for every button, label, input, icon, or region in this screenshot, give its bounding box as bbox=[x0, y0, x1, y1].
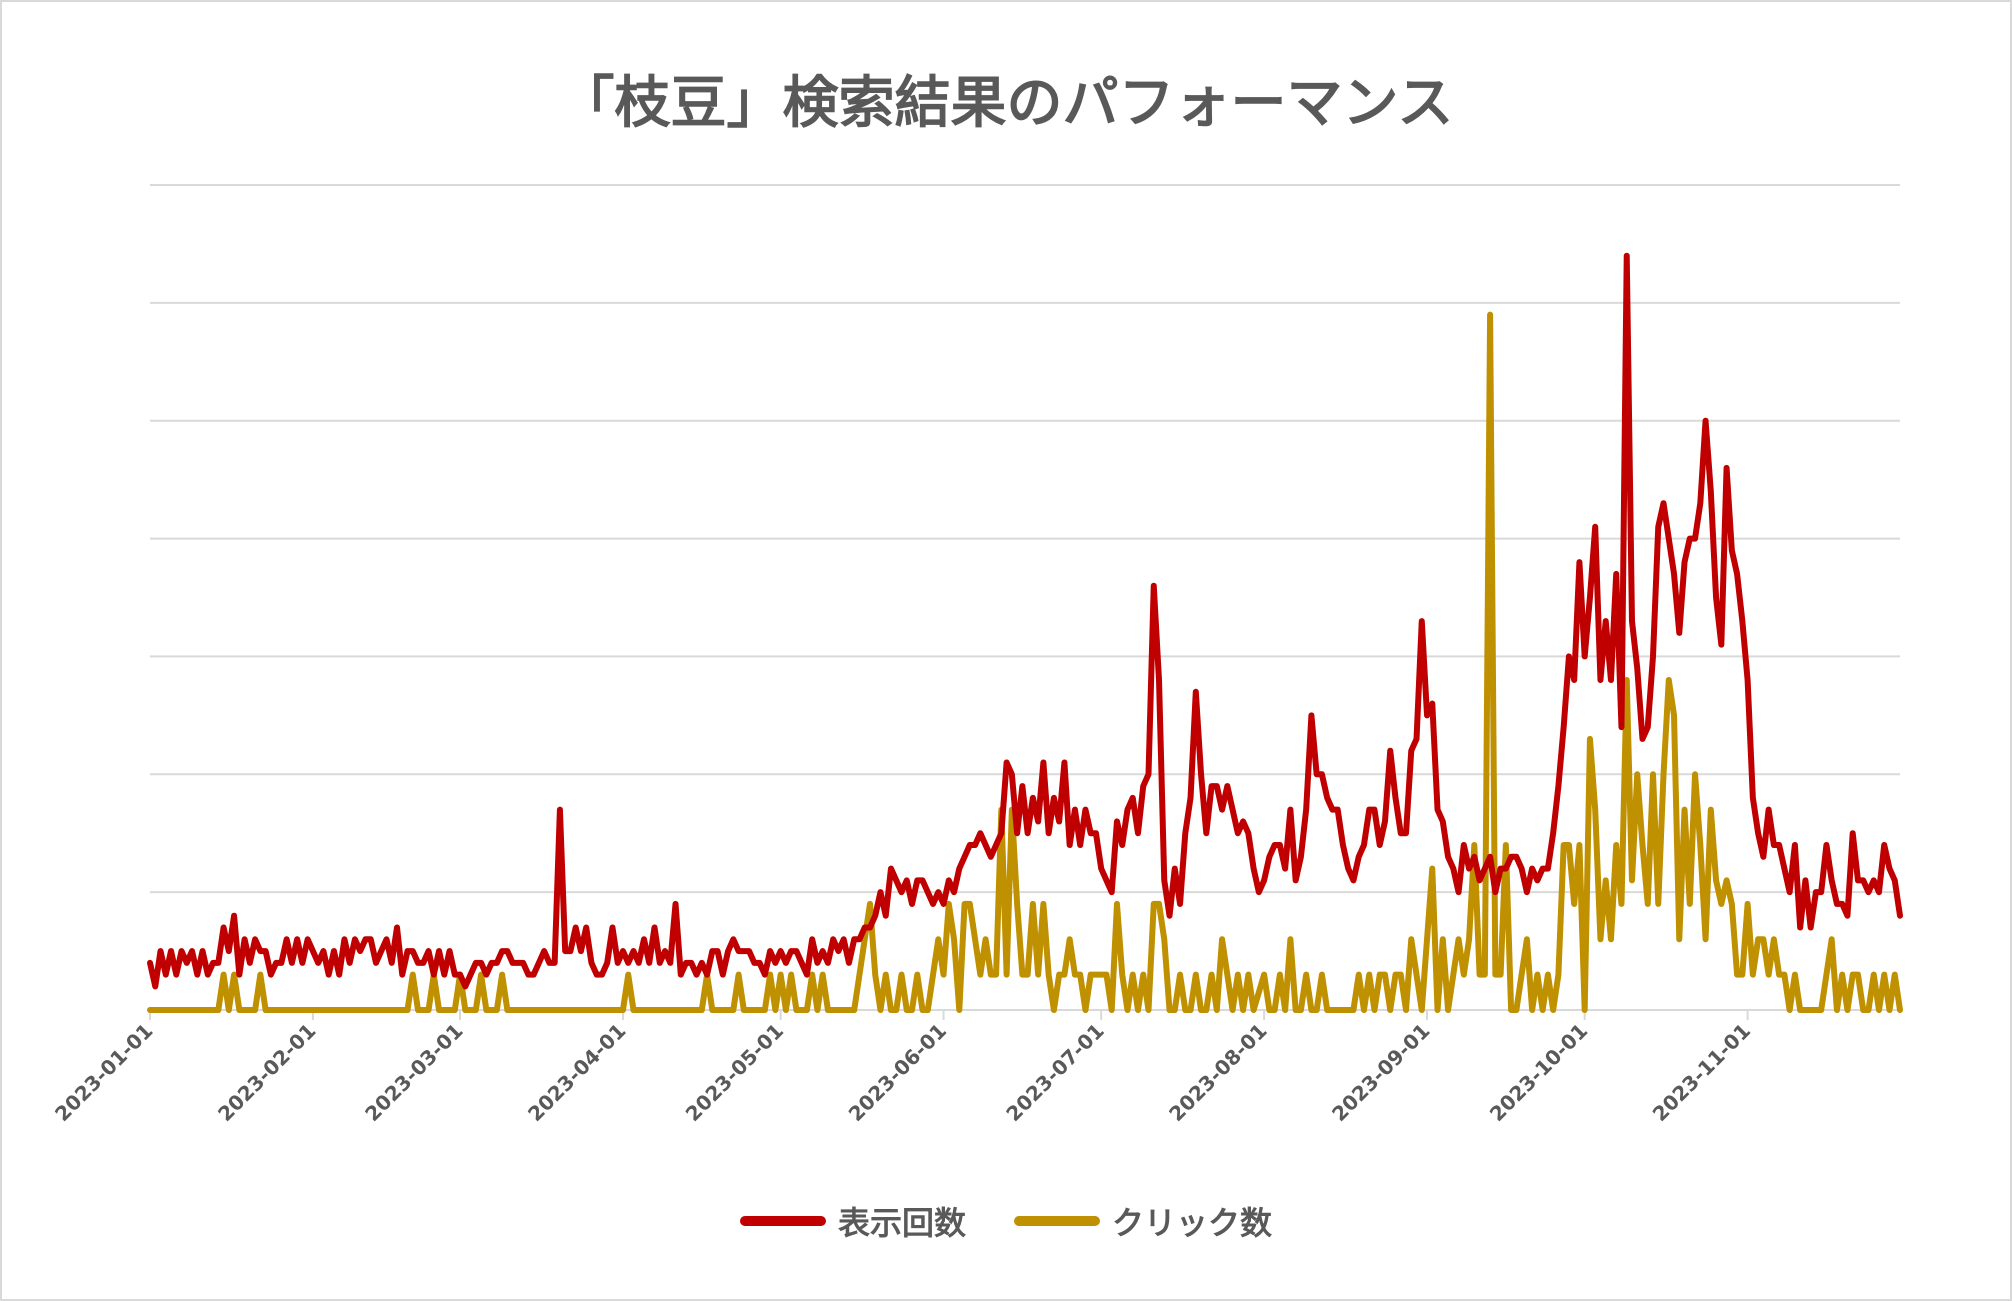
x-tick-label: 2023-05-01 bbox=[681, 1019, 788, 1126]
x-tick-label: 2023-04-01 bbox=[523, 1019, 630, 1126]
legend-swatch bbox=[1014, 1216, 1100, 1226]
x-tick-label: 2023-10-01 bbox=[1485, 1019, 1592, 1126]
chart-title: 「枝豆」検索結果のパフォーマンス bbox=[558, 71, 1454, 136]
x-tick-label: 2023-06-01 bbox=[844, 1019, 951, 1126]
x-tick-label: 2023-03-01 bbox=[360, 1019, 467, 1126]
x-tick-label: 2023-08-01 bbox=[1164, 1019, 1271, 1126]
x-tick-label: 2023-02-01 bbox=[213, 1019, 320, 1126]
legend-swatch bbox=[739, 1216, 826, 1226]
legend-label: 表示回数 bbox=[837, 1204, 966, 1242]
series-line-impressions bbox=[147, 252, 1903, 990]
legend-label: クリック数 bbox=[1112, 1204, 1273, 1242]
x-axis: 2023-01-01 2023-02-01 2023-03-01 2023-04-01… bbox=[50, 1009, 1900, 1126]
x-tick-label: 2023-11-01 bbox=[1648, 1019, 1755, 1126]
legend: 表示回数 クリック数 bbox=[0, 1198, 2012, 1244]
legend-item-impressions: 表示回数 bbox=[739, 1198, 966, 1244]
x-tick-label: 2023-09-01 bbox=[1327, 1019, 1434, 1126]
x-tick-label: 2023-07-01 bbox=[1001, 1019, 1108, 1126]
legend-item-clicks: クリック数 bbox=[1014, 1198, 1272, 1244]
series-line-clicks bbox=[147, 311, 1903, 1013]
x-tick-label: 2023-01-01 bbox=[50, 1019, 157, 1126]
series-group bbox=[147, 252, 1903, 1013]
